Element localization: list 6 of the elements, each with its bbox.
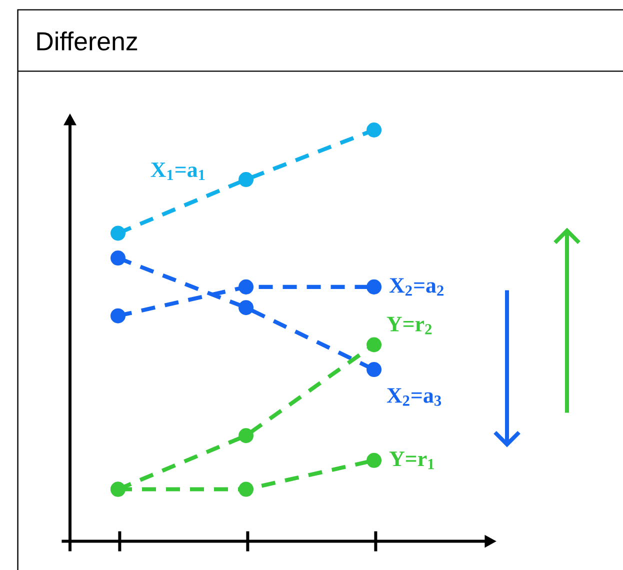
series-label: Y=r$_{2}$: [386, 316, 432, 334]
series-label: Y=r$_{1}$: [389, 452, 434, 470]
series-label: X$_{2}$=a$_{3}$: [386, 388, 442, 406]
chart-title: Differenz: [37, 31, 138, 50]
series-label: X$_{2}$=a$_{2}$: [389, 278, 444, 296]
series-label: X$_{1}$=a$_{1}$: [150, 162, 205, 180]
